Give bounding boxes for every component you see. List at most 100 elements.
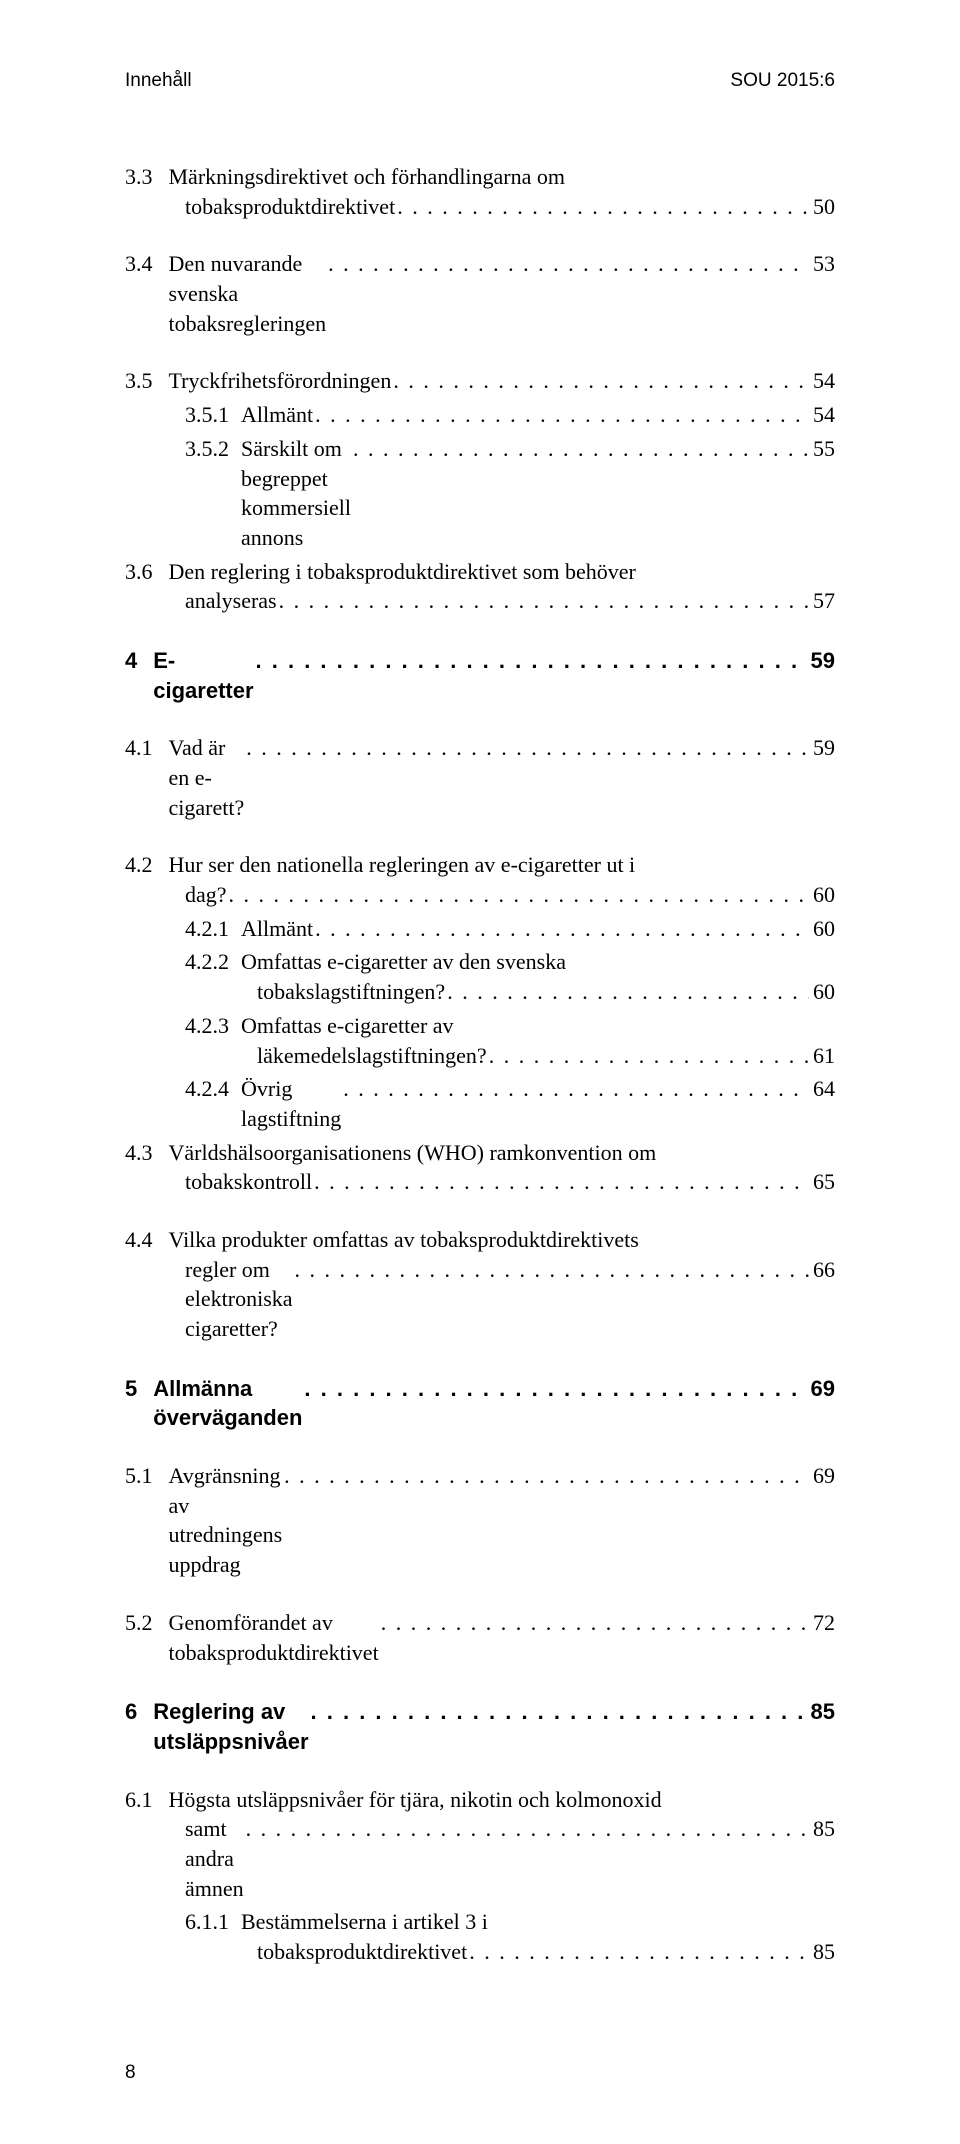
toc-leaders: [227, 880, 809, 910]
toc-entry: 4E-cigaretter59: [125, 646, 835, 705]
toc-title: Vad är en e-cigarett?: [169, 733, 245, 822]
toc-page: 60: [809, 914, 835, 944]
toc-row: 5.2Genomförandet av tobaksproduktdirekti…: [125, 1608, 835, 1667]
toc-title: Vilka produkter omfattas av tobaksproduk…: [169, 1225, 639, 1255]
toc-number: 4.2: [125, 850, 169, 880]
toc-leaders: [395, 192, 809, 222]
toc-row: 3.5.1Allmänt 54: [125, 400, 835, 430]
toc-number: 4.2.3: [125, 1011, 241, 1041]
toc-row: tobaksproduktdirektivet 85: [125, 1937, 835, 1967]
toc-leaders: [244, 733, 809, 763]
toc-entry: 3.6Den reglering i tobaksproduktdirektiv…: [125, 557, 835, 616]
toc-page: 54: [809, 400, 835, 430]
toc-page: 53: [809, 249, 835, 279]
toc-entry: 4.1Vad är en e-cigarett?59: [125, 733, 835, 822]
toc-title: E-cigaretter: [153, 646, 253, 705]
toc-number: 4.4: [125, 1225, 169, 1255]
toc-entry: 5Allmänna överväganden69: [125, 1374, 835, 1433]
toc-row: 4.4Vilka produkter omfattas av tobakspro…: [125, 1225, 835, 1255]
toc-page: 66: [809, 1255, 835, 1285]
toc-leaders: [341, 1074, 809, 1104]
toc-row: 3.6Den reglering i tobaksproduktdirektiv…: [125, 557, 835, 587]
toc-title: samt andra ämnen: [185, 1814, 244, 1903]
toc-title: tobakslagstiftningen?: [257, 977, 445, 1007]
toc-title: Världshälsoorganisationens (WHO) ramkonv…: [169, 1138, 657, 1168]
toc-entry: 4.2.4Övrig lagstiftning64: [125, 1074, 835, 1133]
toc-row: 4E-cigaretter59: [125, 646, 835, 705]
toc-number: 3.5.1: [125, 400, 241, 430]
toc-number: 6.1.1: [125, 1907, 241, 1937]
toc-page: 65: [809, 1167, 835, 1197]
toc-leaders: [313, 400, 809, 430]
toc-number: 5.2: [125, 1608, 169, 1638]
toc-row: regler om elektroniska cigaretter?66: [125, 1255, 835, 1344]
running-header: Innehåll SOU 2015:6: [125, 70, 835, 92]
toc-leaders: [277, 586, 809, 616]
toc-number: 4.2.2: [125, 947, 241, 977]
toc-leaders: [313, 914, 809, 944]
toc-title: Omfattas e-cigaretter av den svenska: [241, 947, 566, 977]
toc-title: Särskilt om begreppet kommersiell annons: [241, 434, 351, 553]
toc-entry: 6.1Högsta utsläppsnivåer för tjära, niko…: [125, 1785, 835, 1904]
toc-title: Allmänt: [241, 400, 313, 430]
toc-title: läkemedelslagstiftningen?: [257, 1041, 487, 1071]
toc-title: tobakskontroll: [185, 1167, 312, 1197]
toc-row: tobakslagstiftningen?60: [125, 977, 835, 1007]
toc-entry: 3.5Tryckfrihetsförordningen 54: [125, 366, 835, 396]
toc-title: tobaksproduktdirektivet: [257, 1937, 467, 1967]
toc-row: 4.1Vad är en e-cigarett?59: [125, 733, 835, 822]
toc-page: 85: [807, 1697, 835, 1727]
toc-entry: 4.2.1Allmänt 60: [125, 914, 835, 944]
toc-entry: 3.4Den nuvarande svenska tobaksreglering…: [125, 249, 835, 338]
header-right: SOU 2015:6: [730, 70, 835, 92]
toc-number: 3.4: [125, 249, 169, 279]
toc-entry: 4.4Vilka produkter omfattas av tobakspro…: [125, 1225, 835, 1344]
toc-leaders: [282, 1461, 809, 1491]
toc-row: 5.1Avgränsning av utredningens uppdrag69: [125, 1461, 835, 1580]
toc-page: 57: [809, 586, 835, 616]
toc-leaders: [445, 977, 809, 1007]
toc-title: Genomförandet av tobaksproduktdirektivet: [169, 1608, 379, 1667]
toc-row: 3.4Den nuvarande svenska tobaksreglering…: [125, 249, 835, 338]
toc-row: dag?60: [125, 880, 835, 910]
toc-leaders: [254, 646, 807, 676]
toc-row: tobaksproduktdirektivet50: [125, 192, 835, 222]
toc-title: Allmänna överväganden: [153, 1374, 302, 1433]
toc-row: 6.1.1Bestämmelserna i artikel 3 i: [125, 1907, 835, 1937]
toc-title: Allmänt: [241, 914, 313, 944]
toc-page: 60: [809, 880, 835, 910]
toc-entry: 4.2.3Omfattas e-cigaretter avläkemedelsl…: [125, 1011, 835, 1070]
toc-leaders: [391, 366, 809, 396]
toc-entry: 5.2Genomförandet av tobaksproduktdirekti…: [125, 1608, 835, 1667]
toc-page: 59: [807, 646, 835, 676]
toc-page: 69: [807, 1374, 835, 1404]
toc-page: 55: [809, 434, 835, 464]
toc-title: Högsta utsläppsnivåer för tjära, nikotin…: [169, 1785, 662, 1815]
toc-number: 6.1: [125, 1785, 169, 1815]
toc-number: 3.5: [125, 366, 169, 396]
toc-row: 4.2.1Allmänt 60: [125, 914, 835, 944]
toc-number: 3.3: [125, 162, 169, 192]
toc-leaders: [309, 1697, 807, 1727]
toc-page: 69: [809, 1461, 835, 1491]
toc-page: 85: [809, 1937, 835, 1967]
toc-entry: 5.1Avgränsning av utredningens uppdrag69: [125, 1461, 835, 1580]
toc-number: 4.2.1: [125, 914, 241, 944]
toc-row: läkemedelslagstiftningen?61: [125, 1041, 835, 1071]
toc-entry: 4.2Hur ser den nationella regleringen av…: [125, 850, 835, 909]
toc-number: 4.1: [125, 733, 169, 763]
toc-title: analyseras: [185, 586, 277, 616]
toc-row: 4.2Hur ser den nationella regleringen av…: [125, 850, 835, 880]
toc-page: 54: [809, 366, 835, 396]
toc-row: samt andra ämnen85: [125, 1814, 835, 1903]
toc-title: Tryckfrihetsförordningen: [169, 366, 392, 396]
toc-leaders: [487, 1041, 809, 1071]
toc-title: Bestämmelserna i artikel 3 i: [241, 1907, 488, 1937]
toc-title: Den nuvarande svenska tobaksregleringen: [169, 249, 327, 338]
toc-entry: 3.3Märkningsdirektivet och förhandlingar…: [125, 162, 835, 221]
toc-row: 3.5Tryckfrihetsförordningen 54: [125, 366, 835, 396]
toc-title: Övrig lagstiftning: [241, 1074, 341, 1133]
toc-entry: 4.3Världshälsoorganisationens (WHO) ramk…: [125, 1138, 835, 1197]
toc-number: 4.3: [125, 1138, 169, 1168]
toc-number: 6: [125, 1697, 153, 1727]
